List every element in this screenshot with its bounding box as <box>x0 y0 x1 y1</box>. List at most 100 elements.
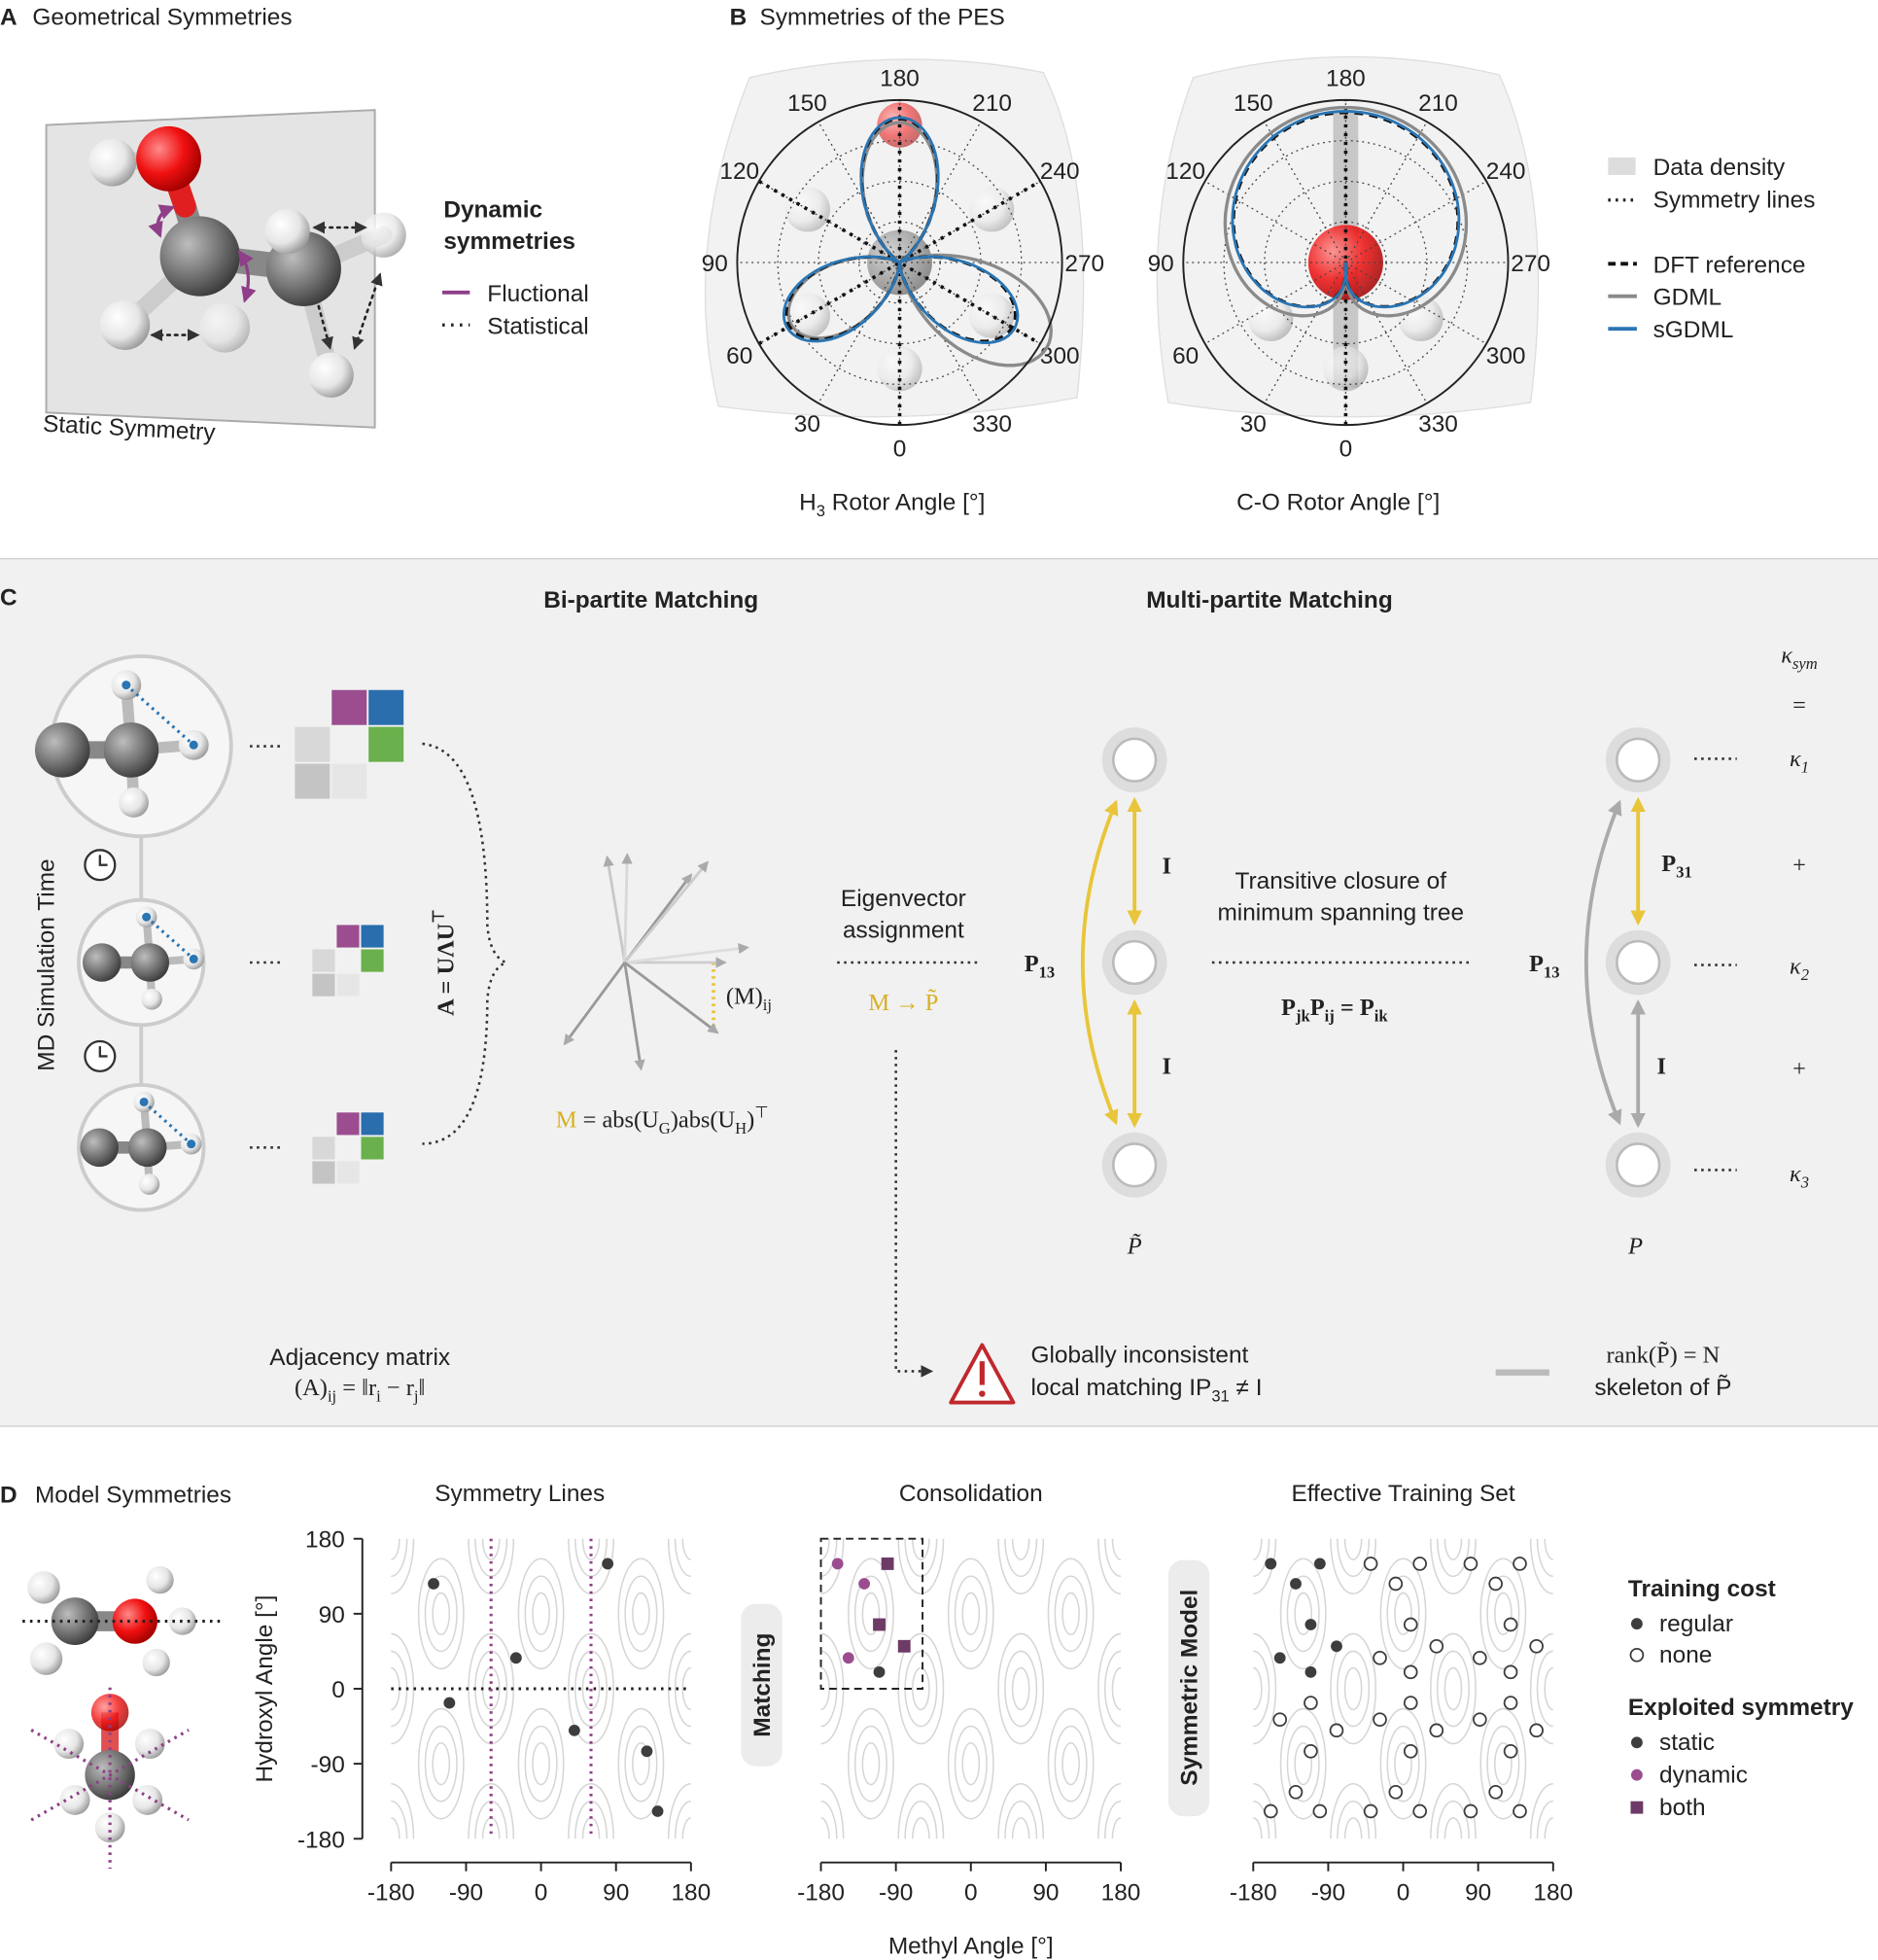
kappa-equals: = <box>1792 692 1806 718</box>
contour <box>1430 1632 1477 1745</box>
angle-tick-label: 30 <box>794 411 820 438</box>
contour <box>1443 1817 1463 1839</box>
matrix-cell <box>312 973 335 997</box>
legend-title: symmetries <box>443 228 575 255</box>
contour <box>1011 1817 1030 1839</box>
angle-tick-label: 300 <box>1486 343 1526 369</box>
angle-tick-label: 30 <box>1240 411 1267 438</box>
x-tick-label: -180 <box>1230 1879 1277 1906</box>
text-run: ‖ <box>418 1375 425 1401</box>
angle-tick-label: 180 <box>1326 66 1366 92</box>
text-run: local matching <box>1030 1375 1189 1401</box>
point <box>1529 1723 1544 1738</box>
legend-entry: none <box>1659 1642 1712 1668</box>
contour <box>1386 1575 1420 1653</box>
contour <box>1054 1575 1088 1653</box>
rich-text: P13 <box>1529 951 1560 981</box>
atom <box>103 722 159 778</box>
legend-title: Training cost <box>1628 1576 1776 1602</box>
point <box>1412 1803 1428 1819</box>
atom-marker <box>189 954 198 963</box>
point <box>1290 1578 1302 1590</box>
text-run: P <box>1529 951 1544 977</box>
molecule <box>80 1091 202 1195</box>
rich-text: C-O Rotor Angle [°] <box>1236 490 1440 516</box>
point <box>1513 1557 1527 1571</box>
section-title: Bi-partite Matching <box>543 587 758 613</box>
atom <box>877 346 922 392</box>
contour <box>517 1558 565 1670</box>
point <box>1388 1784 1404 1800</box>
contour <box>1529 1632 1553 1745</box>
contour <box>391 1538 400 1560</box>
point <box>1313 1558 1326 1570</box>
point <box>897 1639 911 1653</box>
point <box>1373 1650 1387 1665</box>
text-run: ≠ I <box>1230 1375 1263 1401</box>
set-label: P̃ <box>1127 1234 1142 1260</box>
rich-text: κ2 <box>1790 954 1809 984</box>
contour <box>681 1817 691 1839</box>
contour <box>1253 1666 1263 1711</box>
contour <box>1386 1725 1420 1802</box>
angle-tick-label: 330 <box>972 411 1012 438</box>
point <box>1272 1712 1288 1728</box>
timeline <box>49 654 233 1212</box>
matrix-cell <box>368 689 404 725</box>
rich-text: P31 <box>1661 851 1692 881</box>
rich-text: κsym <box>1781 642 1818 672</box>
angle-tick-label: 90 <box>1148 251 1174 277</box>
contour <box>897 1538 945 1595</box>
contour <box>997 1782 1045 1839</box>
contour <box>1047 1558 1095 1670</box>
step-label: assignment <box>843 917 964 943</box>
distance <box>124 683 195 747</box>
point <box>1403 1664 1418 1680</box>
contours <box>820 1538 1122 1839</box>
contour <box>417 1558 465 1670</box>
atom <box>1248 296 1294 341</box>
contour <box>912 1817 930 1839</box>
caption: rank(P̃) = N <box>1607 1342 1721 1369</box>
contour <box>1004 1538 1038 1578</box>
atom <box>138 1173 160 1195</box>
text-run: A = UΛU <box>434 923 460 1016</box>
text-run: (M) <box>726 983 763 1009</box>
angle-tick-label: 240 <box>1486 158 1526 185</box>
plot-title: Effective Training Set <box>1291 1481 1514 1507</box>
contour <box>524 1725 558 1802</box>
contour <box>1294 1741 1313 1786</box>
adjacency-matrix <box>312 1112 384 1184</box>
legend-entry: Data density <box>1653 155 1786 181</box>
legend-marker <box>1629 1647 1645 1662</box>
contour <box>568 1782 614 1839</box>
text-run: H <box>799 490 817 516</box>
atom <box>34 722 90 778</box>
contour <box>848 1558 894 1670</box>
pes-curve <box>1223 105 1469 318</box>
step-label: Eigenvector <box>841 886 966 912</box>
symmetry-line <box>757 179 1042 346</box>
point <box>1304 1619 1317 1630</box>
contour <box>1536 1650 1553 1728</box>
y-tick-label: 90 <box>319 1602 345 1628</box>
contour <box>1054 1725 1088 1802</box>
selection-box <box>819 1537 924 1690</box>
tag-label: Symmetric Model <box>1176 1590 1202 1786</box>
text-run: P <box>1661 851 1676 877</box>
contour <box>1536 1538 1553 1578</box>
text-run: j <box>413 1386 419 1405</box>
point <box>1473 1712 1487 1728</box>
polar-grid-spoke <box>1264 262 1346 404</box>
contour <box>1047 1707 1095 1820</box>
step-formula: M → P̃ <box>868 989 938 1016</box>
contour <box>391 1817 400 1839</box>
text-run: κ <box>1790 746 1801 772</box>
polar-grid-spoke <box>817 262 901 404</box>
y-tick-label: 180 <box>305 1527 345 1554</box>
point <box>1263 1803 1278 1819</box>
legend-title: Exploited symmetry <box>1628 1695 1854 1721</box>
contour <box>617 1558 665 1670</box>
contour <box>1253 1632 1277 1745</box>
legend-entry: both <box>1659 1795 1706 1821</box>
